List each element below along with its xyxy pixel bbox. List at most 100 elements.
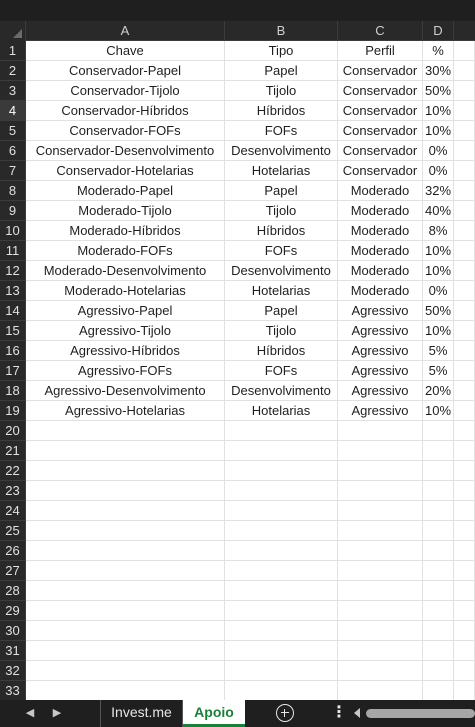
cell-a17[interactable]: Agressivo-FOFs: [26, 361, 225, 381]
cell-e19[interactable]: [454, 401, 475, 421]
cell-a11[interactable]: Moderado-FOFs: [26, 241, 225, 261]
cell-b20[interactable]: [225, 421, 338, 441]
cell-d18[interactable]: 20%: [423, 381, 454, 401]
cell-a2[interactable]: Conservador-Papel: [26, 61, 225, 81]
cell-d15[interactable]: 10%: [423, 321, 454, 341]
cell-a7[interactable]: Conservador-Hotelarias: [26, 161, 225, 181]
cell-d1[interactable]: %: [423, 41, 454, 61]
cell-a24[interactable]: [26, 501, 225, 521]
cell-c12[interactable]: Moderado: [338, 261, 423, 281]
cell-b26[interactable]: [225, 541, 338, 561]
cell-c32[interactable]: [338, 661, 423, 681]
cell-a33[interactable]: [26, 681, 225, 700]
plus-circle-icon[interactable]: [276, 704, 294, 722]
cell-c1[interactable]: Perfil: [338, 41, 423, 61]
cell-b33[interactable]: [225, 681, 338, 700]
cell-d24[interactable]: [423, 501, 454, 521]
row-header-14[interactable]: 14: [0, 301, 26, 321]
row-header-28[interactable]: 28: [0, 581, 26, 601]
row-header-12[interactable]: 12: [0, 261, 26, 281]
cell-c25[interactable]: [338, 521, 423, 541]
cell-e17[interactable]: [454, 361, 475, 381]
cell-e4[interactable]: [454, 101, 475, 121]
cell-c18[interactable]: Agressivo: [338, 381, 423, 401]
cell-d27[interactable]: [423, 561, 454, 581]
cell-b7[interactable]: Hotelarias: [225, 161, 338, 181]
cell-a8[interactable]: Moderado-Papel: [26, 181, 225, 201]
cell-c26[interactable]: [338, 541, 423, 561]
cell-e2[interactable]: [454, 61, 475, 81]
cell-c28[interactable]: [338, 581, 423, 601]
cell-c16[interactable]: Agressivo: [338, 341, 423, 361]
cell-b18[interactable]: Desenvolvimento: [225, 381, 338, 401]
cell-a6[interactable]: Conservador-Desenvolvimento: [26, 141, 225, 161]
cell-e7[interactable]: [454, 161, 475, 181]
cell-d11[interactable]: 10%: [423, 241, 454, 261]
cell-e20[interactable]: [454, 421, 475, 441]
cell-a23[interactable]: [26, 481, 225, 501]
cell-b25[interactable]: [225, 521, 338, 541]
cell-b2[interactable]: Papel: [225, 61, 338, 81]
cell-a12[interactable]: Moderado-Desenvolvimento: [26, 261, 225, 281]
cell-e21[interactable]: [454, 441, 475, 461]
cell-a26[interactable]: [26, 541, 225, 561]
cell-b6[interactable]: Desenvolvimento: [225, 141, 338, 161]
cell-b11[interactable]: FOFs: [225, 241, 338, 261]
cell-d6[interactable]: 0%: [423, 141, 454, 161]
cell-d33[interactable]: [423, 681, 454, 700]
cell-a4[interactable]: Conservador-Híbridos: [26, 101, 225, 121]
cell-b21[interactable]: [225, 441, 338, 461]
cell-e33[interactable]: [454, 681, 475, 700]
cell-c29[interactable]: [338, 601, 423, 621]
scroll-left-icon[interactable]: [354, 708, 360, 718]
cell-d20[interactable]: [423, 421, 454, 441]
cell-e26[interactable]: [454, 541, 475, 561]
sheet-tab-invest-me[interactable]: Invest.me: [100, 700, 183, 727]
cell-d26[interactable]: [423, 541, 454, 561]
cell-a22[interactable]: [26, 461, 225, 481]
cell-a29[interactable]: [26, 601, 225, 621]
cell-b30[interactable]: [225, 621, 338, 641]
cell-e5[interactable]: [454, 121, 475, 141]
row-header-7[interactable]: 7: [0, 161, 26, 181]
cell-d22[interactable]: [423, 461, 454, 481]
cell-b31[interactable]: [225, 641, 338, 661]
row-header-11[interactable]: 11: [0, 241, 26, 261]
cell-c17[interactable]: Agressivo: [338, 361, 423, 381]
cell-a30[interactable]: [26, 621, 225, 641]
row-header-9[interactable]: 9: [0, 201, 26, 221]
cell-e11[interactable]: [454, 241, 475, 261]
cell-d16[interactable]: 5%: [423, 341, 454, 361]
cell-b8[interactable]: Papel: [225, 181, 338, 201]
row-header-29[interactable]: 29: [0, 601, 26, 621]
cell-c4[interactable]: Conservador: [338, 101, 423, 121]
cell-c8[interactable]: Moderado: [338, 181, 423, 201]
cell-d9[interactable]: 40%: [423, 201, 454, 221]
sheet-tab-apoio[interactable]: Apoio: [183, 700, 245, 727]
chevron-right-icon[interactable]: ▶: [52, 707, 62, 719]
cell-c20[interactable]: [338, 421, 423, 441]
cell-d30[interactable]: [423, 621, 454, 641]
cell-a31[interactable]: [26, 641, 225, 661]
cell-a16[interactable]: Agressivo-Híbridos: [26, 341, 225, 361]
cell-e18[interactable]: [454, 381, 475, 401]
row-header-26[interactable]: 26: [0, 541, 26, 561]
row-header-15[interactable]: 15: [0, 321, 26, 341]
row-header-22[interactable]: 22: [0, 461, 26, 481]
cell-c14[interactable]: Agressivo: [338, 301, 423, 321]
cell-e1[interactable]: [454, 41, 475, 61]
row-header-17[interactable]: 17: [0, 361, 26, 381]
row-header-18[interactable]: 18: [0, 381, 26, 401]
column-header-a[interactable]: A: [26, 21, 225, 41]
cell-e30[interactable]: [454, 621, 475, 641]
cell-b23[interactable]: [225, 481, 338, 501]
row-header-23[interactable]: 23: [0, 481, 26, 501]
cell-a18[interactable]: Agressivo-Desenvolvimento: [26, 381, 225, 401]
cell-e22[interactable]: [454, 461, 475, 481]
row-header-32[interactable]: 32: [0, 661, 26, 681]
cell-c22[interactable]: [338, 461, 423, 481]
cell-a21[interactable]: [26, 441, 225, 461]
cell-e32[interactable]: [454, 661, 475, 681]
cell-d3[interactable]: 50%: [423, 81, 454, 101]
cell-d12[interactable]: 10%: [423, 261, 454, 281]
